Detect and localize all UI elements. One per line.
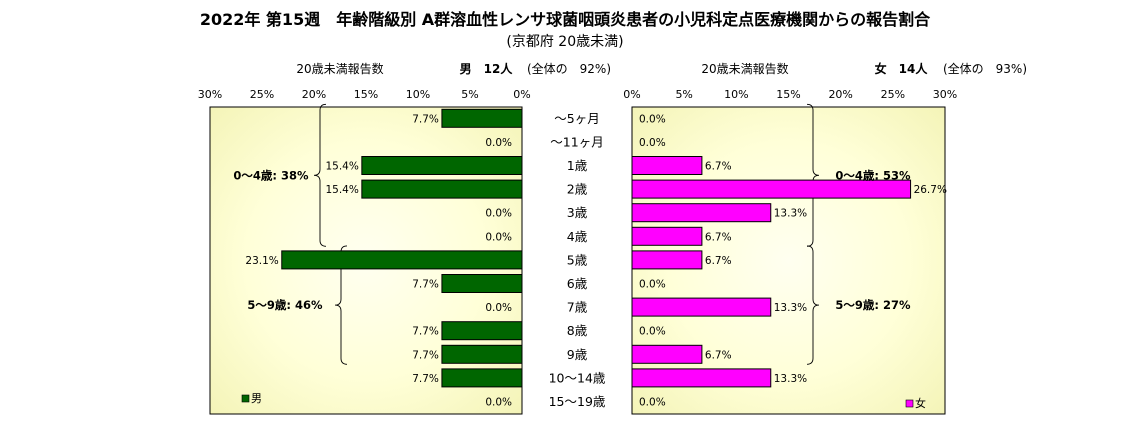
female-axis-tick-label: 25%: [881, 88, 905, 101]
female-header-count: 女 14人: [875, 61, 929, 76]
category-label: 9歳: [567, 347, 588, 362]
male-value-label: 15.4%: [325, 161, 358, 173]
male-bar: [441, 108, 523, 128]
category-label: 10～14歳: [549, 370, 606, 385]
female-legend-label: 女: [915, 396, 926, 410]
female-bar: [631, 368, 772, 388]
female-group-label: 5～9歳: 27%: [835, 298, 911, 312]
male-group-label: 5～9歳: 46%: [247, 298, 323, 312]
male-header-count: 男 12人: [460, 61, 514, 76]
male-group-brace: [334, 245, 348, 365]
female-value-label: 13.3%: [774, 208, 807, 220]
chart-subtitle: (京都府 20歳未満): [506, 34, 624, 50]
male-value-label: 0.0%: [485, 208, 512, 220]
male-value-label: 0.0%: [485, 137, 512, 149]
male-bar: [441, 321, 523, 341]
male-value-label: 15.4%: [325, 184, 358, 196]
male-value-label: 7.7%: [412, 326, 439, 338]
male-bar: [361, 156, 523, 175]
female-value-label: 0.0%: [639, 279, 666, 291]
male-bar: [441, 344, 523, 364]
male-value-label: 7.7%: [412, 373, 439, 385]
female-value-label: 0.0%: [639, 326, 666, 338]
male-bar: [281, 250, 523, 270]
female-bar: [631, 156, 703, 175]
male-axis-tick-label: 25%: [250, 88, 274, 101]
female-axis-tick-label: 20%: [828, 88, 852, 101]
female-legend-swatch: [905, 399, 914, 408]
male-axis-tick-label: 0%: [513, 88, 530, 101]
male-axis-tick-label: 20%: [302, 88, 326, 101]
female-axis-tick-label: 10%: [724, 88, 748, 101]
male-axis-tick-label: 10%: [406, 88, 430, 101]
female-group-label: 0～4歳: 53%: [835, 168, 911, 182]
female-group-brace: [806, 103, 820, 247]
female-axis-tick-label: 5%: [675, 88, 692, 101]
female-axis-tick-label: 15%: [776, 88, 800, 101]
male-group-brace: [313, 103, 327, 247]
female-axis-tick-label: 0%: [623, 88, 640, 101]
female-value-label: 6.7%: [705, 161, 732, 173]
category-label: 7歳: [567, 300, 588, 315]
female-bar: [631, 250, 703, 270]
male-value-label: 23.1%: [245, 255, 278, 267]
category-label: 8歳: [567, 323, 588, 338]
female-value-label: 13.3%: [774, 373, 807, 385]
chart-title: 2022年 第15週 年齢階級別 A群溶血性レンサ球菌咽頭炎患者の小児科定点医療…: [199, 10, 931, 29]
category-label: 15～19歳: [549, 394, 606, 409]
female-value-label: 6.7%: [705, 231, 732, 243]
male-bar: [441, 274, 523, 293]
category-label: 2歳: [567, 182, 588, 197]
female-value-label: 26.7%: [914, 184, 947, 196]
category-label: 6歳: [567, 276, 588, 291]
female-bar: [631, 297, 772, 317]
male-axis-tick-label: 5%: [461, 88, 478, 101]
female-value-label: 0.0%: [639, 397, 666, 409]
category-label: ～5ヶ月: [554, 111, 599, 126]
category-label: 5歳: [567, 252, 588, 267]
female-header-label: 20歳未満報告数: [701, 61, 788, 76]
category-label: 4歳: [567, 229, 588, 244]
female-group-brace: [806, 245, 820, 365]
female-value-label: 6.7%: [705, 255, 732, 267]
male-value-label: 0.0%: [485, 302, 512, 314]
male-legend-label: 男: [251, 392, 262, 405]
female-bar: [631, 344, 703, 364]
female-header-share: (全体の 93%): [943, 61, 1027, 76]
male-legend-swatch: [241, 394, 250, 403]
male-group-label: 0～4歳: 38%: [233, 168, 309, 182]
male-axis-tick-label: 30%: [198, 88, 222, 101]
male-value-label: 7.7%: [412, 279, 439, 291]
male-value-label: 0.0%: [485, 231, 512, 243]
female-value-label: 6.7%: [705, 349, 732, 361]
female-bar: [631, 226, 703, 246]
female-value-label: 0.0%: [639, 137, 666, 149]
male-value-label: 7.7%: [412, 113, 439, 125]
female-bar: [631, 179, 912, 199]
category-label: 1歳: [567, 158, 588, 173]
category-label: 3歳: [567, 205, 588, 220]
male-header-share: (全体の 92%): [527, 61, 611, 76]
female-axis-tick-label: 30%: [933, 88, 957, 101]
male-bar: [361, 179, 523, 199]
female-value-label: 0.0%: [639, 113, 666, 125]
male-value-label: 7.7%: [412, 349, 439, 361]
female-value-label: 13.3%: [774, 302, 807, 314]
female-bar: [631, 203, 772, 223]
male-value-label: 0.0%: [485, 397, 512, 409]
male-header-label: 20歳未満報告数: [296, 61, 383, 76]
category-label: ～11ヶ月: [550, 134, 603, 149]
male-bar: [441, 368, 523, 388]
male-axis-tick-label: 15%: [354, 88, 378, 101]
